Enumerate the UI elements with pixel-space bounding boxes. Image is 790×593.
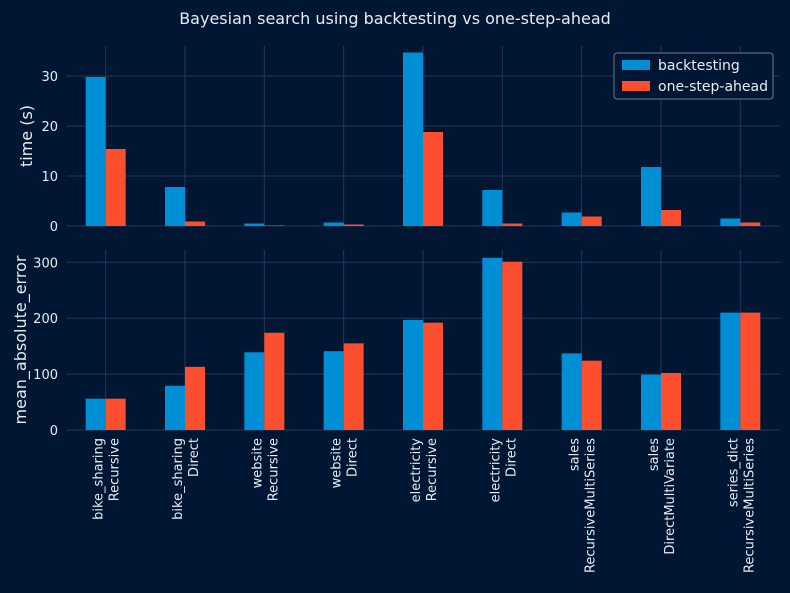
bar — [185, 366, 205, 430]
bar — [105, 149, 126, 226]
bar — [661, 372, 681, 430]
bar — [641, 167, 661, 226]
x-tick-label: electricityRecursive — [409, 438, 440, 503]
bar — [105, 398, 126, 430]
x-tick-label-line: RecursiveMultiSeries — [584, 438, 599, 573]
legend-swatch — [622, 81, 650, 91]
bar — [561, 353, 582, 430]
bar — [720, 312, 741, 430]
legend-swatch — [622, 60, 650, 70]
bar — [740, 312, 761, 430]
bar — [343, 343, 364, 430]
x-tick-label-line: website — [250, 438, 265, 488]
y-tick-label: 10 — [41, 170, 58, 185]
bar — [561, 212, 582, 226]
x-tick-label-line: RecursiveMultiSeries — [742, 438, 757, 573]
bar — [343, 224, 364, 226]
bar — [661, 210, 681, 226]
bar — [641, 374, 661, 430]
bar — [165, 187, 185, 226]
bar — [423, 322, 443, 430]
bar — [323, 351, 344, 430]
bar — [423, 132, 443, 226]
legend-label: one-step-ahead — [658, 79, 768, 95]
bar — [581, 360, 602, 430]
bar — [264, 225, 285, 226]
x-tick-label-line: bike_sharing — [92, 438, 107, 520]
x-tick-label: series_dictRecursiveMultiSeries — [726, 438, 757, 573]
y-tick-label: 30 — [41, 70, 58, 85]
x-tick-label-line: website — [330, 438, 345, 488]
x-tick-label: salesRecursiveMultiSeries — [568, 438, 599, 573]
y-axis-label: mean_absolute_error — [11, 255, 31, 424]
legend-label: backtesting — [658, 58, 740, 74]
chart-title: Bayesian search using backtesting vs one… — [179, 9, 611, 28]
bar — [403, 319, 423, 430]
bar — [323, 222, 344, 226]
bar — [264, 332, 285, 430]
bar — [502, 261, 523, 430]
y-tick-label: 0 — [50, 424, 58, 439]
bar — [185, 221, 205, 226]
bar — [165, 385, 185, 430]
bar — [244, 223, 265, 226]
x-tick-label: websiteRecursive — [250, 438, 281, 501]
x-tick-label-line: sales — [647, 438, 662, 471]
x-tick-label-line: series_dict — [726, 438, 741, 507]
bar — [502, 223, 523, 226]
bar — [85, 77, 106, 226]
bar — [244, 352, 265, 430]
x-tick-label-line: Direct — [346, 438, 361, 477]
x-tick-label-line: Direct — [504, 438, 519, 477]
bar — [720, 218, 741, 226]
x-tick-label-line: Recursive — [108, 438, 123, 501]
x-tick-label-line: DirectMultiVariate — [663, 438, 678, 555]
x-tick-label: websiteDirect — [330, 438, 361, 488]
x-tick-label-line: Recursive — [425, 438, 440, 501]
x-tick-label-line: sales — [568, 438, 583, 471]
y-axis-label: time (s) — [17, 105, 36, 167]
bar — [482, 257, 503, 430]
x-tick-label-line: Recursive — [266, 438, 281, 501]
y-tick-label: 300 — [33, 256, 58, 271]
bar — [581, 216, 602, 226]
x-tick-label: bike_sharingDirect — [171, 438, 202, 520]
y-tick-label: 20 — [41, 120, 58, 135]
y-tick-label: 200 — [33, 312, 58, 327]
legend-box — [613, 52, 774, 100]
y-tick-label: 100 — [33, 368, 58, 383]
x-tick-label: bike_sharingRecursive — [92, 438, 123, 520]
bar — [740, 222, 761, 226]
x-tick-label-line: bike_sharing — [171, 438, 186, 520]
bar — [85, 398, 106, 430]
x-tick-label-line: electricity — [488, 438, 503, 503]
x-tick-label-line: electricity — [409, 438, 424, 503]
x-tick-label: salesDirectMultiVariate — [647, 438, 678, 555]
y-tick-label: 0 — [50, 220, 58, 235]
bar — [403, 52, 423, 226]
x-tick-label: electricityDirect — [488, 438, 519, 503]
x-tick-label-line: Direct — [187, 438, 202, 477]
bar — [482, 190, 503, 226]
